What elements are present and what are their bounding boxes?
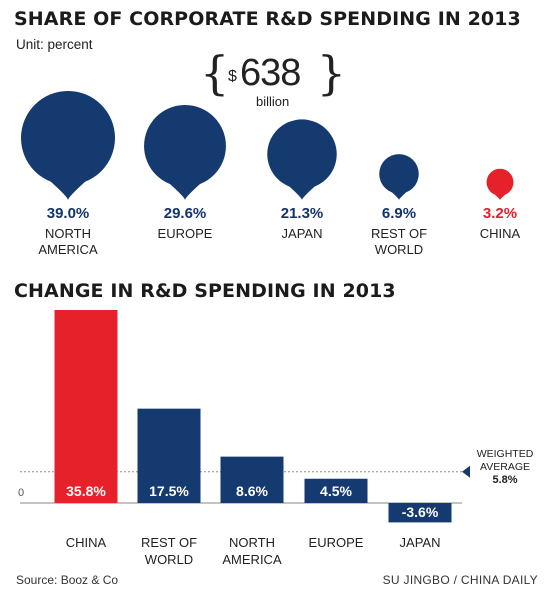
region-label-china-1: CHINA (479, 226, 521, 241)
bubble-japan (267, 119, 337, 189)
share-value-japan: 21.3% (280, 205, 324, 222)
total-spending-callout: { $ 638 billion } (200, 46, 350, 114)
region-label-rest-of-world-2: WORLD (374, 242, 424, 257)
unit-label: Unit: percent (16, 37, 93, 52)
bar-europe (304, 478, 368, 503)
bar-value-china: 35.8% (66, 483, 106, 499)
bubble-rest-of-world (379, 154, 419, 194)
bubble-china (486, 168, 514, 196)
bubble-tail-rest-of-world (390, 191, 408, 200)
bar-value-europe: 4.5% (320, 483, 352, 499)
bar-japan (388, 503, 452, 523)
share-value-europe: 29.6% (163, 205, 207, 222)
bubble-europe (144, 105, 226, 187)
weighted-average-label: WEIGHTED AVERAGE 5.8% (465, 448, 545, 487)
category-label-rest-of-world-2: WORLD (144, 552, 194, 567)
bubble-tail-japan (287, 184, 317, 200)
change-chart-title: CHANGE IN R&D SPENDING IN 2013 (14, 280, 396, 302)
weighted-average-value: 5.8% (492, 474, 518, 486)
total-currency: $ (228, 68, 237, 85)
credit-note: SU JINGBO / CHINA DAILY (382, 573, 538, 587)
left-brace-icon: { (200, 46, 230, 100)
category-label-europe-1: EUROPE (308, 535, 364, 550)
bar-value-japan: -3.6% (401, 504, 439, 520)
bubble-tail-north-america (48, 179, 88, 200)
category-label-japan-1: JAPAN (399, 535, 441, 550)
bubble-north-america (21, 90, 115, 185)
total-units: billion (256, 94, 290, 109)
share-value-rest-of-world: 6.9% (381, 205, 417, 222)
region-label-rest-of-world-1: REST OF (370, 226, 428, 241)
category-label-china-1: CHINA (65, 535, 107, 550)
region-label-japan-1: JAPAN (281, 226, 323, 241)
region-label-north-america-2: AMERICA (38, 242, 98, 257)
share-chart-title: SHARE OF CORPORATE R&D SPENDING IN 2013 (14, 8, 521, 30)
bar-north-america (220, 456, 284, 503)
bubble-tail-china (494, 194, 506, 200)
category-label-north-america-1: NORTH (229, 535, 275, 550)
bubble-tail-europe (167, 181, 203, 200)
right-brace-icon: } (316, 46, 346, 100)
category-label-north-america-2: AMERICA (222, 552, 282, 567)
source-note: Source: Booz & Co (16, 573, 119, 587)
bar-rest-of-world (137, 408, 201, 503)
weighted-average-line2: AVERAGE (480, 461, 530, 473)
weighted-average-line1: WEIGHTED (476, 448, 534, 460)
bar-value-north-america: 8.6% (236, 483, 268, 499)
bar-value-rest-of-world: 17.5% (149, 483, 189, 499)
axis-zero-label: 0 (18, 487, 25, 499)
share-value-north-america: 39.0% (46, 205, 90, 222)
bar-china (54, 310, 118, 503)
total-amount: 638 (240, 52, 301, 94)
region-label-europe-1: EUROPE (157, 226, 213, 241)
share-value-china: 3.2% (482, 205, 518, 222)
category-label-rest-of-world-1: REST OF (140, 535, 198, 550)
weighted-average-marker-icon (462, 465, 470, 478)
region-label-north-america-1: NORTH (45, 226, 91, 241)
